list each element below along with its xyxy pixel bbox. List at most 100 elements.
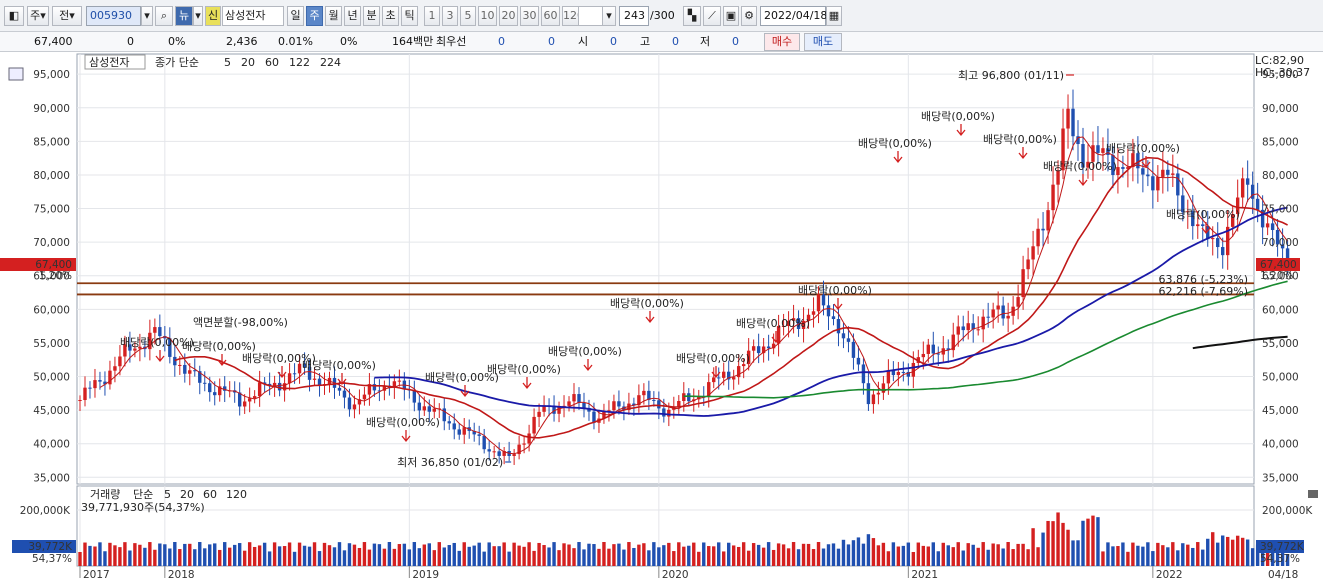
candle-body: [357, 399, 362, 405]
low-marker-label: 최저 36,850 (01/02): [397, 456, 503, 469]
volume-series-label: 단순: [133, 488, 153, 501]
interval-5-button[interactable]: 5: [460, 6, 476, 26]
candle-body: [1096, 145, 1100, 153]
chart-type-icon[interactable]: ▚: [683, 6, 701, 26]
dividend-label: 배당락(0,00%): [120, 336, 194, 349]
buy-button[interactable]: 매수: [764, 33, 800, 51]
interval-10-button[interactable]: 10: [478, 6, 497, 26]
volume-bar: [911, 551, 916, 566]
period-2-button[interactable]: 월: [325, 6, 342, 26]
volume-bar: [537, 542, 541, 566]
candle-body: [916, 357, 921, 363]
volume-bar: [337, 542, 342, 566]
period-5-button[interactable]: 초: [382, 6, 399, 26]
volume-bar: [437, 542, 441, 566]
period-4-button[interactable]: 분: [363, 6, 380, 26]
interval-30-button[interactable]: 30: [520, 6, 539, 26]
stock-code-input[interactable]: 005930: [86, 6, 141, 26]
candle-body: [78, 400, 82, 402]
volume-bar: [1280, 545, 1285, 566]
sell-button[interactable]: 매도: [804, 33, 842, 51]
volume-bar: [746, 550, 751, 566]
volume-bar: [1186, 544, 1190, 566]
candle-body: [991, 309, 995, 318]
period-6-button[interactable]: 틱: [401, 6, 418, 26]
candle-body: [128, 344, 132, 351]
dividend-arrow: [771, 331, 781, 344]
volume-bar: [617, 543, 621, 566]
interval-20-button[interactable]: 20: [499, 6, 518, 26]
code-dropdown-icon[interactable]: ▾: [141, 6, 153, 26]
volume-bar: [1066, 529, 1070, 566]
dividend-arrow: [1141, 156, 1151, 169]
volume-bar: [552, 542, 556, 566]
trend-tool-icon[interactable]: ⟋: [703, 6, 721, 26]
volume-bar: [108, 542, 112, 566]
volume-bar: [991, 543, 995, 566]
dividend-label: 배당락(0,00%): [487, 363, 561, 376]
volume-bar: [981, 542, 985, 566]
candle-body: [1036, 228, 1040, 247]
candle-body: [1216, 238, 1220, 248]
price-panel[interactable]: [76, 53, 1255, 485]
change-percent: 0%: [168, 35, 186, 48]
volume-bar: [357, 547, 362, 566]
volume-bar: [572, 548, 576, 566]
volume-bar: [1176, 550, 1180, 566]
volume-bar: [1096, 517, 1100, 566]
candle-body: [342, 390, 347, 398]
volume-bar: [642, 543, 646, 566]
count-input[interactable]: 243: [619, 6, 649, 26]
candle-body: [806, 314, 811, 321]
lc-value: LC:82,90: [1255, 54, 1304, 67]
volume-current: 39,771,930주(54,37%): [81, 501, 205, 514]
x-tick-label: 2017: [83, 569, 110, 581]
volume-bar: [622, 549, 626, 566]
candle-body: [851, 341, 856, 358]
volume-bar: [163, 544, 167, 566]
candle-body: [1026, 259, 1030, 270]
volume-bar: [896, 546, 901, 566]
candle-body: [1131, 153, 1135, 168]
period-1-button[interactable]: 주: [306, 6, 323, 26]
candle-body: [1111, 154, 1115, 175]
volume-bar: [682, 546, 686, 566]
period-3-button[interactable]: 년: [344, 6, 361, 26]
volume-bar: [712, 546, 716, 566]
dividend-arrow: [217, 354, 227, 367]
panel-collapse-icon[interactable]: [1308, 490, 1318, 498]
news-dropdown-icon[interactable]: ▾: [193, 6, 203, 26]
volume-bar: [1181, 543, 1185, 566]
candle-body: [352, 404, 357, 410]
volume-bar: [727, 542, 731, 566]
market-select[interactable]: 전▾: [52, 6, 82, 26]
volume-bar: [846, 544, 851, 566]
period-type-select[interactable]: 주▾: [27, 6, 49, 26]
y-tick-left: 85,000: [33, 136, 70, 148]
period-0-button[interactable]: 일: [287, 6, 304, 26]
interval-60-button[interactable]: 60: [541, 6, 560, 26]
volume-bar: [1041, 532, 1045, 566]
stock-chart[interactable]: 최고 96,800 (01/11) 최저 36,850 (01/02) 액면분할(-…: [0, 52, 1323, 584]
date-input[interactable]: 2022/04/18: [760, 6, 827, 26]
window-menu-icon[interactable]: ◧: [4, 6, 24, 26]
interval-dropdown-icon[interactable]: ▾: [602, 6, 616, 26]
volume-bar: [766, 542, 771, 566]
news-button[interactable]: 뉴: [175, 6, 193, 26]
y-tick-right: 95,000: [1262, 69, 1299, 81]
volume-bar: [417, 548, 422, 566]
candle-body: [1006, 315, 1010, 319]
gear-icon[interactable]: ⚙: [741, 6, 757, 26]
candle-body: [632, 403, 636, 406]
interval-1-button[interactable]: 1: [424, 6, 440, 26]
save-icon[interactable]: ▣: [723, 6, 739, 26]
vol-tick-left: 200,000K: [20, 505, 71, 517]
search-icon[interactable]: ⌕: [155, 6, 173, 26]
calendar-icon[interactable]: ▦: [826, 6, 842, 26]
y-tick-right: 65,000: [1262, 271, 1299, 283]
x-tick-label: 04/18: [1268, 569, 1298, 581]
volume-bar: [1156, 542, 1160, 566]
grid-toggle-icon[interactable]: [8, 67, 24, 81]
candle-body: [652, 399, 656, 401]
interval-3-button[interactable]: 3: [442, 6, 458, 26]
